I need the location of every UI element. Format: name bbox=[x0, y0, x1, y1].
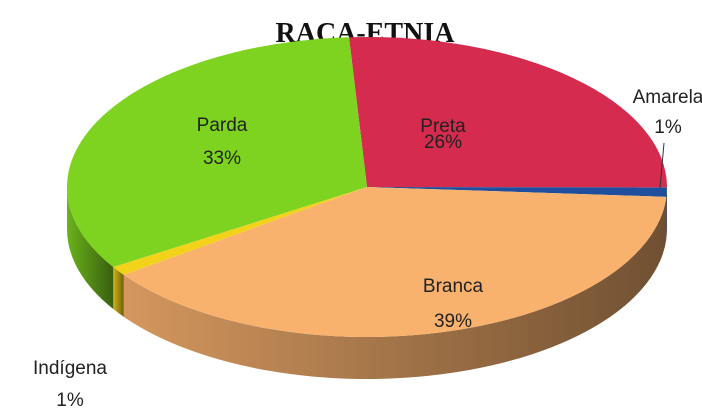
slice-value-label: 26% bbox=[424, 132, 462, 153]
slice-label: Preta bbox=[420, 116, 466, 137]
slice-side bbox=[113, 267, 124, 317]
slice-label: Parda bbox=[197, 115, 248, 136]
slice-side bbox=[67, 187, 114, 310]
slice-value-label: 39% bbox=[434, 311, 472, 332]
slice-value-label: 33% bbox=[203, 148, 241, 169]
slice bbox=[367, 187, 667, 197]
slice-label: Indígena bbox=[33, 358, 107, 379]
slice-value-label: 1% bbox=[654, 117, 682, 138]
slice bbox=[67, 37, 368, 268]
slice-value-label: 1% bbox=[56, 390, 84, 411]
slice bbox=[123, 187, 667, 338]
slice-label: Branca bbox=[423, 276, 484, 297]
slice-side bbox=[123, 196, 667, 380]
slice bbox=[113, 187, 367, 275]
slice bbox=[349, 37, 667, 188]
slice-side bbox=[666, 187, 667, 239]
slice-label: Amarela bbox=[633, 87, 702, 108]
leader-line bbox=[659, 142, 665, 189]
